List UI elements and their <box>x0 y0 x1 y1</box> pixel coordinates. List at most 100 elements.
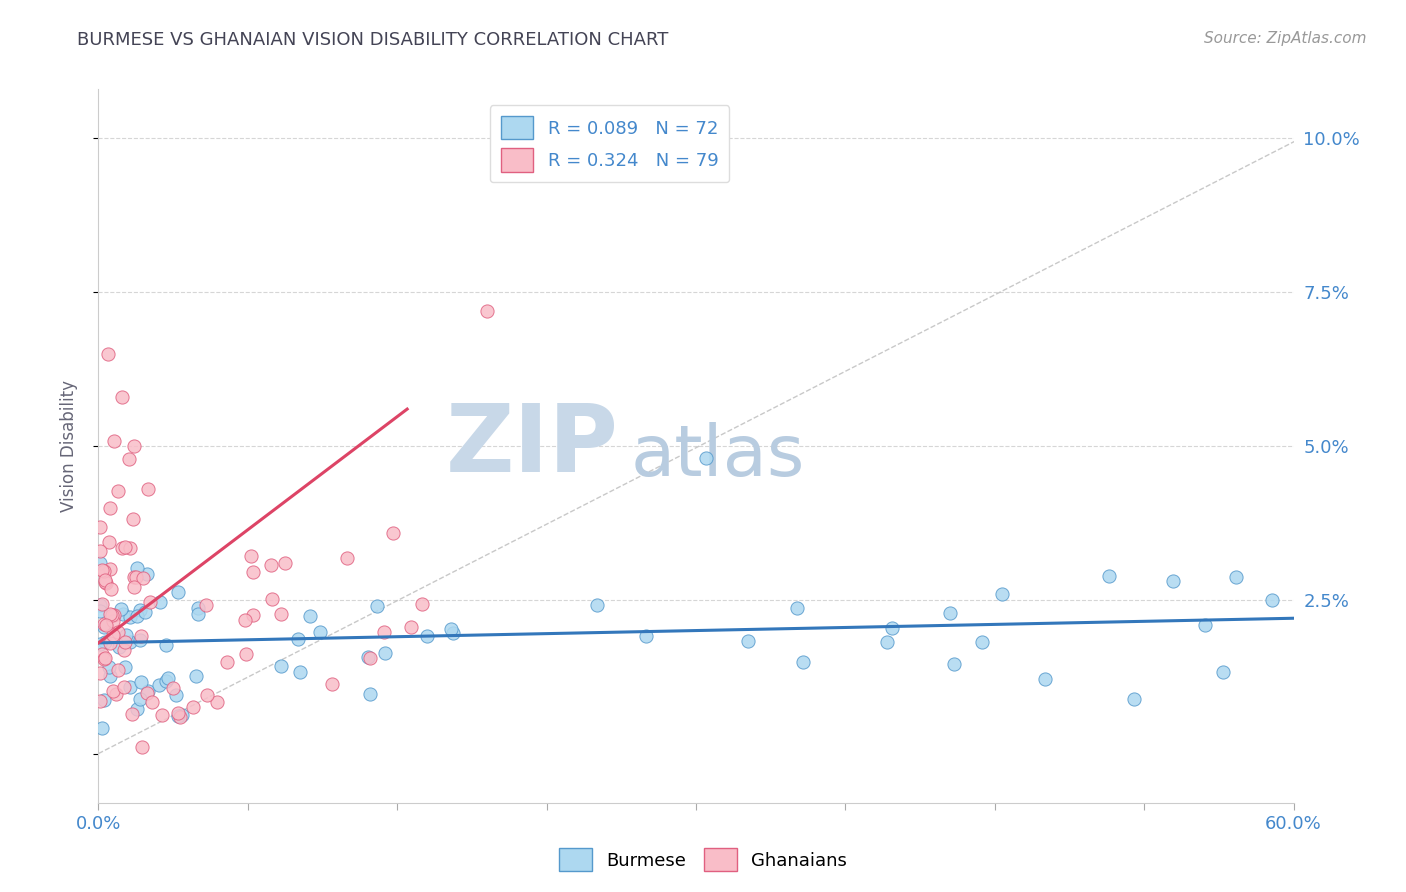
Point <box>128 632 150 647</box>
Point <box>359 687 381 701</box>
Point <box>91 648 114 662</box>
Point <box>336 551 359 566</box>
Point <box>112 643 135 657</box>
Point <box>475 303 498 318</box>
Point <box>101 607 124 622</box>
Point <box>93 617 115 632</box>
Point <box>112 607 135 622</box>
Point <box>1098 569 1121 583</box>
Point <box>299 608 322 623</box>
Point <box>586 599 609 613</box>
Point <box>155 639 177 653</box>
Point <box>124 439 146 453</box>
Point <box>114 635 136 649</box>
Point <box>166 688 188 702</box>
Point <box>122 580 145 594</box>
Point <box>195 688 218 702</box>
Text: ZIP: ZIP <box>446 400 619 492</box>
Point <box>792 656 814 670</box>
Point <box>93 652 115 666</box>
Point <box>440 623 463 637</box>
Point <box>149 594 172 608</box>
Point <box>112 680 135 694</box>
Point <box>242 565 264 579</box>
Point <box>162 681 184 695</box>
Point <box>135 567 157 582</box>
Point <box>215 655 238 669</box>
Point <box>134 605 156 619</box>
Point <box>107 664 129 678</box>
Point <box>205 695 228 709</box>
Point <box>411 597 433 611</box>
Point <box>93 620 115 634</box>
Point <box>89 694 111 708</box>
Point <box>93 693 115 707</box>
Point <box>120 610 142 624</box>
Text: BURMESE VS GHANAIAN VISION DISABILITY CORRELATION CHART: BURMESE VS GHANAIAN VISION DISABILITY CO… <box>77 31 669 49</box>
Point <box>1225 570 1247 584</box>
Point <box>89 604 111 618</box>
Point <box>118 451 141 466</box>
Point <box>89 556 111 570</box>
Point <box>382 525 405 540</box>
Point <box>125 702 148 716</box>
Point <box>89 599 111 613</box>
Point <box>103 434 125 448</box>
Legend: Burmese, Ghanaians: Burmese, Ghanaians <box>553 841 853 879</box>
Point <box>416 629 439 643</box>
Point <box>94 651 117 665</box>
Point <box>94 575 117 590</box>
Y-axis label: Vision Disability: Vision Disability <box>59 380 77 512</box>
Point <box>181 700 204 714</box>
Point <box>262 592 284 607</box>
Point <box>111 390 134 404</box>
Point <box>373 625 395 640</box>
Point <box>1261 592 1284 607</box>
Point <box>270 658 292 673</box>
Point <box>121 706 143 721</box>
Point <box>128 603 150 617</box>
Point <box>97 535 120 549</box>
Point <box>1161 574 1184 588</box>
Point <box>103 628 125 642</box>
Point <box>972 635 994 649</box>
Point <box>94 635 117 649</box>
Point <box>94 573 117 587</box>
Point <box>169 709 191 723</box>
Point <box>125 570 148 584</box>
Point <box>93 564 115 578</box>
Point <box>127 561 149 575</box>
Point <box>107 483 129 498</box>
Point <box>287 632 309 646</box>
Point <box>880 621 903 635</box>
Point <box>135 686 157 700</box>
Point <box>166 584 188 599</box>
Point <box>321 677 343 691</box>
Point <box>114 628 136 642</box>
Point <box>150 707 173 722</box>
Point <box>139 595 162 609</box>
Point <box>401 620 423 634</box>
Point <box>942 657 965 671</box>
Point <box>107 640 129 655</box>
Point <box>359 651 381 665</box>
Point <box>129 675 152 690</box>
Point <box>90 597 112 611</box>
Point <box>167 706 190 720</box>
Point <box>157 671 180 685</box>
Legend: R = 0.089   N = 72, R = 0.324   N = 79: R = 0.089 N = 72, R = 0.324 N = 79 <box>489 105 730 183</box>
Point <box>270 607 292 621</box>
Point <box>94 574 117 589</box>
Point <box>636 629 658 643</box>
Point <box>172 707 194 722</box>
Point <box>366 599 388 614</box>
Point <box>876 635 898 649</box>
Point <box>114 659 136 673</box>
Point <box>97 347 120 361</box>
Point <box>356 649 378 664</box>
Point <box>114 541 136 555</box>
Point <box>132 571 155 585</box>
Point <box>98 636 121 650</box>
Point <box>101 614 124 628</box>
Point <box>110 601 132 615</box>
